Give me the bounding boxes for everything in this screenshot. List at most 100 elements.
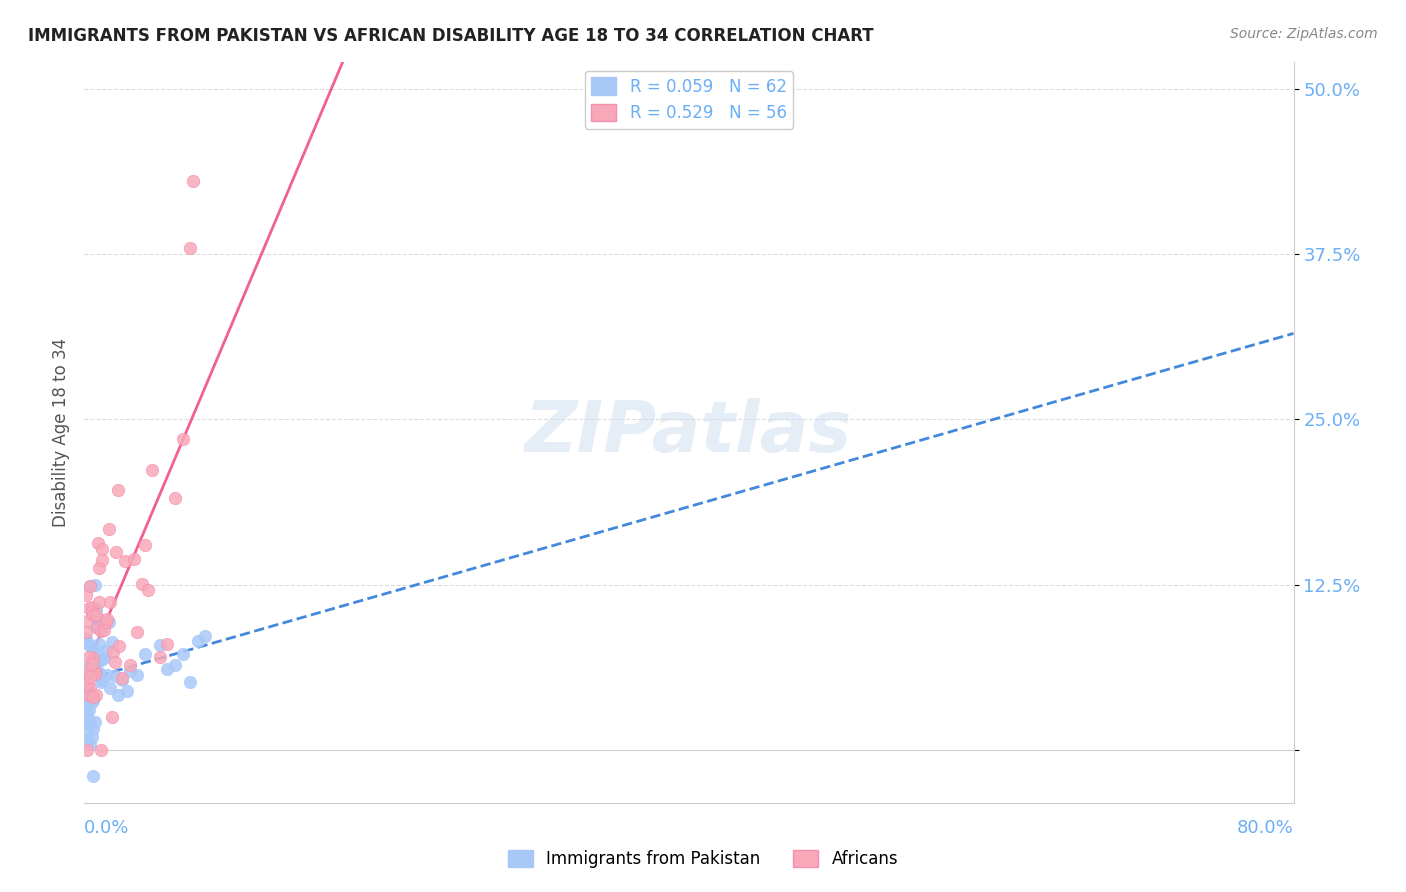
Point	[97, 615, 120, 630]
Point	[111, 671, 134, 685]
Point	[122, 552, 145, 566]
Point	[172, 648, 194, 662]
Text: Source: ZipAtlas.com: Source: ZipAtlas.com	[1230, 27, 1378, 41]
Point	[90, 652, 112, 666]
Point	[75, 588, 97, 602]
Point	[77, 658, 100, 673]
Point	[75, 716, 97, 731]
Point	[80, 652, 103, 666]
Point	[79, 665, 101, 679]
Point	[96, 612, 118, 626]
Text: ZIPatlas: ZIPatlas	[526, 398, 852, 467]
Point	[79, 737, 101, 751]
Point	[91, 614, 114, 628]
Point	[80, 642, 103, 657]
Point	[93, 650, 115, 665]
Point	[86, 607, 108, 622]
Point	[115, 683, 138, 698]
Point	[86, 620, 108, 634]
Point	[80, 694, 103, 708]
Point	[105, 545, 128, 559]
Point	[79, 681, 101, 695]
Point	[77, 689, 100, 703]
Point	[149, 650, 172, 665]
Point	[91, 542, 114, 557]
Point	[75, 698, 97, 712]
Point	[127, 625, 149, 640]
Point	[90, 624, 112, 638]
Point	[86, 601, 108, 615]
Point	[131, 577, 153, 591]
Point	[104, 655, 127, 669]
Point	[87, 654, 110, 668]
Point	[75, 632, 97, 646]
Point	[82, 769, 104, 783]
Point	[98, 595, 121, 609]
Point	[98, 681, 121, 695]
Point	[75, 705, 97, 719]
Text: 0.0%: 0.0%	[84, 819, 129, 837]
Point	[111, 673, 134, 688]
Point	[75, 723, 97, 737]
Point	[80, 600, 103, 615]
Y-axis label: Disability Age 18 to 34: Disability Age 18 to 34	[52, 338, 70, 527]
Point	[89, 665, 111, 680]
Point	[82, 607, 104, 622]
Point	[156, 662, 179, 676]
Point	[75, 664, 97, 678]
Point	[179, 241, 201, 255]
Point	[84, 665, 107, 679]
Point	[84, 667, 107, 681]
Text: 80.0%: 80.0%	[1237, 819, 1294, 837]
Point	[91, 553, 114, 567]
Point	[149, 638, 172, 652]
Point	[89, 665, 111, 680]
Point	[156, 637, 179, 651]
Point	[89, 595, 111, 609]
Point	[77, 664, 100, 678]
Point	[76, 733, 98, 747]
Point	[79, 579, 101, 593]
Point	[93, 624, 115, 638]
Point	[91, 673, 114, 687]
Point	[76, 635, 98, 649]
Point	[108, 640, 131, 654]
Point	[76, 743, 98, 757]
Point	[80, 657, 103, 671]
Point	[82, 690, 104, 704]
Point	[87, 621, 110, 635]
Point	[104, 668, 127, 682]
Point	[80, 730, 103, 744]
Point	[77, 703, 100, 717]
Point	[82, 607, 104, 622]
Point	[76, 710, 98, 724]
Point	[86, 689, 108, 703]
Point	[134, 647, 156, 661]
Point	[84, 714, 107, 729]
Point	[163, 657, 186, 672]
Point	[89, 561, 111, 575]
Point	[82, 723, 104, 737]
Point	[80, 606, 103, 620]
Point	[172, 432, 194, 446]
Point	[179, 674, 201, 689]
Point	[90, 675, 112, 690]
Point	[79, 670, 101, 684]
Point	[187, 633, 209, 648]
Point	[94, 615, 117, 630]
Point	[118, 664, 141, 678]
Point	[87, 611, 110, 625]
Point	[82, 651, 104, 665]
Point	[77, 638, 100, 652]
Point	[82, 692, 104, 706]
Point	[118, 657, 141, 672]
Point	[89, 637, 111, 651]
Point	[76, 677, 98, 691]
Point	[163, 491, 186, 505]
Point	[97, 522, 120, 536]
Point	[100, 635, 122, 649]
Point	[77, 601, 100, 615]
Point	[75, 624, 97, 639]
Point	[107, 688, 129, 702]
Point	[77, 650, 100, 665]
